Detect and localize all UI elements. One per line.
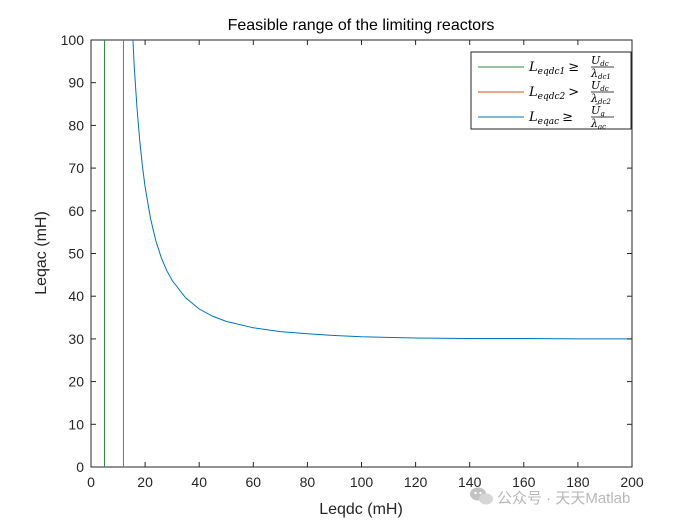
y-tick-label-6: 60 — [68, 203, 84, 219]
y-tick-label-1: 10 — [68, 416, 84, 432]
legend-frac-bottom-eqac: λac — [590, 117, 606, 131]
y-tick-label-9: 90 — [68, 75, 84, 91]
y-tick-label-2: 20 — [68, 374, 84, 390]
y-axis-label: Leqac (mH) — [33, 211, 50, 295]
y-tick-label-0: 0 — [76, 459, 84, 475]
x-tick-label-0: 0 — [87, 474, 95, 490]
watermark: 公众号 · 天天Matlab — [470, 487, 630, 507]
legend-label-eqdc1: Leqdc1 ≥ — [528, 60, 579, 77]
legend-label-eqdc2: Leqdc2 > — [528, 85, 579, 102]
x-tick-label-1: 20 — [137, 474, 153, 490]
x-tick-label-3: 60 — [246, 474, 262, 490]
legend-frac-top-eqac: Ûg — [591, 103, 605, 118]
wechat-icon — [470, 487, 493, 505]
x-tick-label-7: 140 — [458, 474, 482, 490]
x-tick-label-2: 40 — [191, 474, 207, 490]
y-tick-label-5: 50 — [68, 246, 84, 262]
y-tick-label-8: 80 — [68, 117, 84, 133]
y-tick-label-10: 100 — [61, 32, 85, 48]
legend-label-eqac: Leqac ≥ — [528, 110, 573, 127]
x-tick-label-8: 160 — [512, 474, 536, 490]
watermark-text: 公众号 · 天天Matlab — [497, 490, 630, 507]
legend-frac-top-eqdc1: Udc — [591, 54, 609, 68]
legend-frac-bottom-eqdc2: λdc2 — [590, 92, 611, 106]
x-tick-label-4: 80 — [300, 474, 316, 490]
x-tick-label-10: 200 — [620, 474, 644, 490]
y-tick-label-4: 40 — [68, 288, 84, 304]
chart-title: Feasible range of the limiting reactors — [228, 17, 495, 34]
y-tick-label-3: 30 — [68, 331, 84, 347]
series-line-eqac — [132, 39, 632, 340]
legend-frac-bottom-eqdc1: λdc1 — [590, 67, 611, 81]
y-tick-label-7: 70 — [68, 160, 84, 176]
legend-frac-top-eqdc2: Udc — [591, 79, 609, 93]
x-axis-label: Leqdc (mH) — [319, 501, 403, 518]
x-tick-label-5: 100 — [350, 474, 374, 490]
x-tick-label-6: 120 — [404, 474, 428, 490]
x-tick-label-9: 180 — [566, 474, 590, 490]
